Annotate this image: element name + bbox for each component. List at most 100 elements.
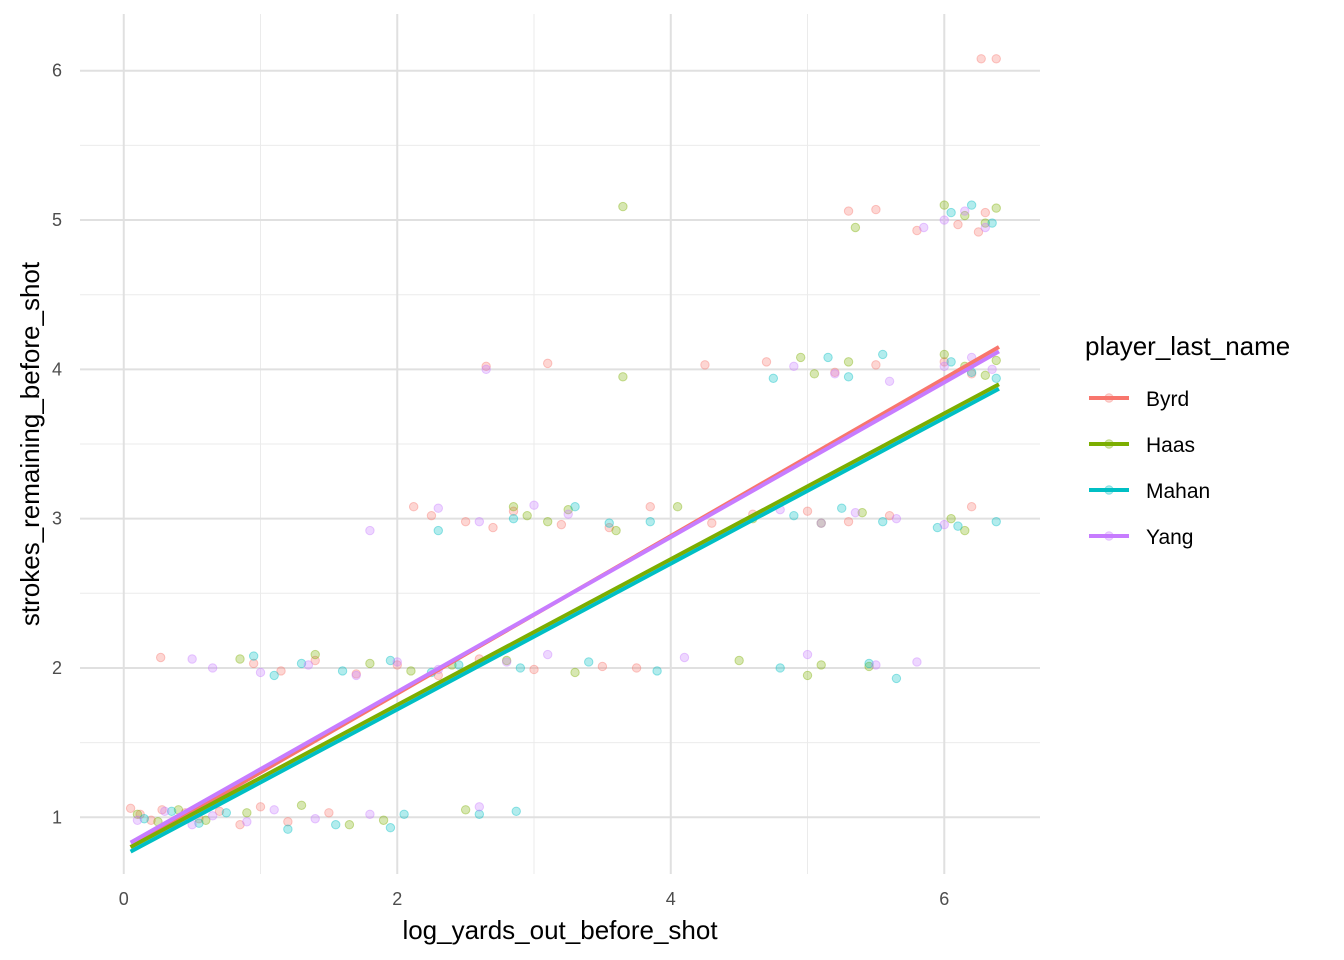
scatter-points [125,54,1001,834]
data-point-mahan [891,673,902,684]
data-point-haas [843,357,854,367]
data-point-mahan [775,663,785,673]
data-point-byrd [481,361,491,372]
data-point-haas [960,525,970,536]
data-point-haas [960,210,970,221]
data-point-byrd [966,369,977,379]
data-point-byrd [310,655,320,666]
data-point-yang [207,811,218,821]
minor-gridlines [80,14,1040,874]
legend: player_last_name Byrd Haas Mahan Yang [1085,331,1290,549]
data-point-mahan [652,666,662,676]
legend-item-byrd: Byrd [1089,388,1189,411]
data-point-byrd [460,516,471,527]
data-point-yang [980,222,990,233]
data-point-byrd [802,506,813,516]
data-point-mahan [932,522,943,533]
data-point-byrd [966,502,977,512]
data-point-byrd [645,502,655,512]
data-point-haas [201,815,211,825]
data-point-byrd [542,358,553,369]
data-point-byrd [135,809,145,819]
y-tick-label: 6 [52,61,62,81]
data-point-byrd [604,522,614,533]
data-point-byrd [488,522,498,533]
data-point-mahan [508,513,519,524]
data-point-mahan [837,503,847,513]
data-point-yang [919,222,929,233]
data-point-haas [501,655,512,666]
data-point-yang [160,806,170,816]
data-point-haas [344,820,355,830]
data-point-byrd [235,820,245,830]
data-point-yang [501,657,512,667]
data-point-haas [850,222,861,233]
legend-key-point [1104,439,1114,449]
data-point-haas [946,513,956,524]
data-point-yang [960,206,970,216]
data-point-mahan [953,521,963,531]
legend-label: Yang [1146,526,1194,549]
y-tick-label: 5 [52,210,62,230]
legend-label: Byrd [1146,388,1189,411]
data-point-haas [802,670,813,681]
data-point-yang [481,364,491,375]
x-tick-label: 0 [119,889,129,909]
data-point-yang [912,657,922,667]
data-point-yang [542,649,553,660]
data-point-mahan [864,658,874,669]
data-point-yang [884,376,895,386]
data-point-haas [296,800,307,811]
data-point-haas [816,518,826,528]
data-point-haas [235,654,245,664]
legend-label: Mahan [1146,480,1210,503]
data-point-haas [734,655,744,666]
legend-key-point [1104,485,1114,495]
data-point-haas [857,507,867,518]
data-point-yang [529,500,539,510]
data-point-byrd [283,817,293,827]
y-tick-label: 2 [52,658,62,678]
data-point-byrd [426,510,437,521]
data-point-yang [187,654,197,664]
data-point-yang [433,503,443,513]
data-point-yang [850,507,861,518]
data-point-yang [351,670,361,681]
data-point-haas [542,516,553,527]
data-point-mahan [433,525,443,536]
data-point-mahan [991,373,1001,384]
data-point-haas [991,355,1001,366]
data-point-haas [864,661,874,672]
data-point-mahan [768,373,779,384]
data-point-mahan [946,357,956,367]
data-point-mahan [946,207,956,218]
data-point-byrd [939,357,949,367]
data-point-yang [891,513,902,524]
data-point-yang [269,805,279,815]
data-point-byrd [255,802,266,812]
data-point-mahan [474,809,485,819]
data-point-byrd [973,227,984,237]
legend-items: Byrd Haas Mahan Yang [1089,388,1210,549]
data-point-byrd [761,357,772,367]
data-point-haas [132,809,143,819]
x-tick-label: 6 [939,889,949,909]
major-gridlines [80,14,1040,874]
data-point-byrd [830,367,840,378]
data-point-mahan [283,824,293,834]
data-point-haas [939,200,949,210]
data-point-mahan [570,502,580,512]
data-point-byrd [324,808,334,818]
data-point-byrd [700,360,710,370]
legend-item-haas: Haas [1089,434,1195,457]
data-point-mahan [385,655,396,666]
y-tick-label: 4 [52,359,62,379]
legend-title: player_last_name [1085,331,1290,361]
data-point-mahan [645,516,655,527]
data-point-haas [563,504,573,515]
data-point-mahan [843,372,854,382]
data-point-haas [378,815,389,825]
x-tick-label: 2 [392,889,402,909]
data-point-byrd [912,225,922,236]
data-point-byrd [157,805,167,815]
